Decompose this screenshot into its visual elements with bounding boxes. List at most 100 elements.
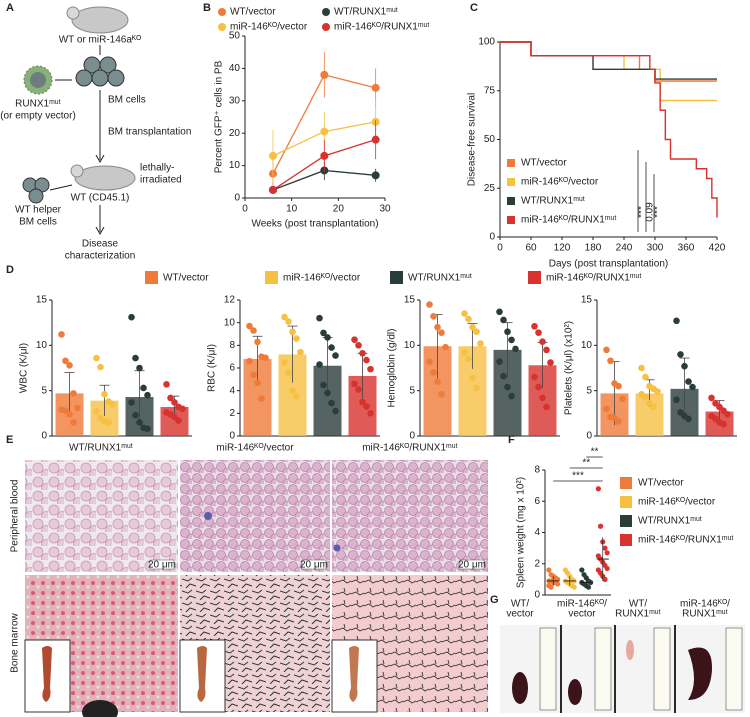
y-tick-label: 25 (484, 183, 496, 194)
data-point (597, 523, 604, 529)
x-tick-label: 0 (242, 204, 248, 215)
data-point (367, 410, 374, 417)
data-point (604, 565, 610, 572)
spleen-photos (500, 625, 745, 713)
legend-label: miR-146ᴷᴼ/RUNX1ᵐᵘᵗ (521, 215, 617, 226)
y-tick-label: 10 (224, 317, 236, 328)
data-point (500, 372, 507, 380)
legend-marker (322, 8, 330, 16)
photo-label: miR-146ᴷᴼ/ (680, 599, 730, 610)
scale-bar-label: 20 μm (300, 560, 328, 571)
data-point (604, 550, 610, 556)
data-point (93, 408, 100, 415)
diagram-label: characterization (65, 251, 136, 262)
diagram-label: WT helper (15, 205, 62, 216)
diagram-label: lethally- (140, 163, 174, 174)
data-point (508, 336, 515, 344)
data-point (473, 328, 480, 336)
data-point (585, 584, 592, 590)
data-point (293, 335, 300, 342)
data-point (461, 349, 468, 356)
data-point (642, 373, 649, 381)
y-tick-label: 5 (586, 385, 592, 396)
y-tick-label: 10 (229, 160, 241, 171)
x-tick-label: 240 (616, 243, 633, 254)
data-point (163, 381, 170, 388)
data-point (469, 323, 476, 331)
significance-label: 0.09 (645, 202, 656, 222)
data-point (359, 398, 366, 406)
data-point (496, 308, 503, 316)
legend-marker (528, 271, 541, 284)
data-point (297, 348, 304, 356)
data-point (281, 313, 288, 321)
data-point (603, 346, 610, 354)
data-point (708, 394, 715, 402)
photo-label: WT/ (511, 599, 530, 610)
data-point (355, 386, 362, 393)
diagram-label: BM transplantation (108, 127, 191, 138)
y-axis-label: Percent GFP⁺ cells in PB (214, 60, 225, 173)
data-point (328, 344, 335, 351)
data-point (332, 352, 339, 359)
data-point (465, 355, 472, 363)
data-point (320, 329, 327, 337)
legend-label: WT/vector (230, 7, 276, 18)
data-point (689, 383, 696, 391)
x-tick-label: 300 (647, 243, 664, 254)
y-tick-label: 4 (534, 527, 540, 538)
micrograph (25, 460, 178, 572)
data-point (93, 354, 100, 362)
diagram-label: WT (CD45.1) (71, 193, 130, 204)
y-tick-label: 6 (229, 363, 235, 374)
scale-bar-label: 20 μm (458, 560, 486, 571)
y-tick-label: 0 (489, 232, 495, 243)
data-point (250, 371, 257, 379)
data-point (500, 316, 507, 324)
column-title: miR-146ᴷᴼ/vector (216, 443, 294, 454)
micrograph (332, 460, 488, 572)
survival-curve (500, 41, 718, 218)
data-point (254, 379, 261, 387)
data-point (332, 407, 339, 415)
y-tick-label: 0 (409, 431, 415, 442)
data-point (128, 399, 135, 406)
legend-marker (620, 477, 632, 489)
data-point (320, 381, 327, 389)
legend-label: miR-146ᴷᴼ/vector (283, 273, 361, 284)
row-label: Peripheral blood (10, 480, 21, 553)
data-point (128, 313, 135, 321)
data-point (548, 584, 554, 590)
photo-label: WT/ (629, 599, 648, 610)
data-point (289, 387, 296, 394)
y-tick-label: 15 (404, 295, 416, 306)
y-tick-label: 15 (36, 295, 48, 306)
data-point (328, 399, 335, 407)
legend-marker (620, 534, 632, 546)
y-axis-label: Spleen weight (mg x 10²) (516, 477, 527, 588)
x-tick-label: 10 (286, 204, 298, 215)
data-point (508, 392, 515, 400)
data-point (426, 301, 433, 308)
data-point (642, 393, 649, 401)
x-axis-label: Days (post transplantation) (549, 259, 669, 270)
data-point (132, 411, 139, 419)
y-tick-label: 0 (229, 431, 235, 442)
column-title: WT/RUNX1ᵐᵘᵗ (69, 443, 133, 454)
x-tick-label: 0 (497, 243, 503, 254)
data-point (324, 389, 331, 397)
legend-label: WT/RUNX1ᵐᵘᵗ (638, 516, 702, 527)
data-point (555, 581, 561, 587)
legend-marker (507, 197, 515, 205)
row-label: Bone marrow (10, 612, 21, 672)
diagram-label: Disease (82, 239, 119, 250)
y-axis-label: RBC (K/μl) (207, 344, 218, 392)
y-axis-label: Disease-free survival (467, 93, 478, 186)
diagram-label: BM cells (19, 217, 57, 228)
y-tick-label: 12 (224, 295, 236, 306)
legend-marker (390, 271, 403, 284)
y-axis-label: Hemoglobin (g/dl) (387, 329, 398, 408)
panel-label: B (203, 2, 211, 14)
y-tick-label: 5 (409, 385, 415, 396)
